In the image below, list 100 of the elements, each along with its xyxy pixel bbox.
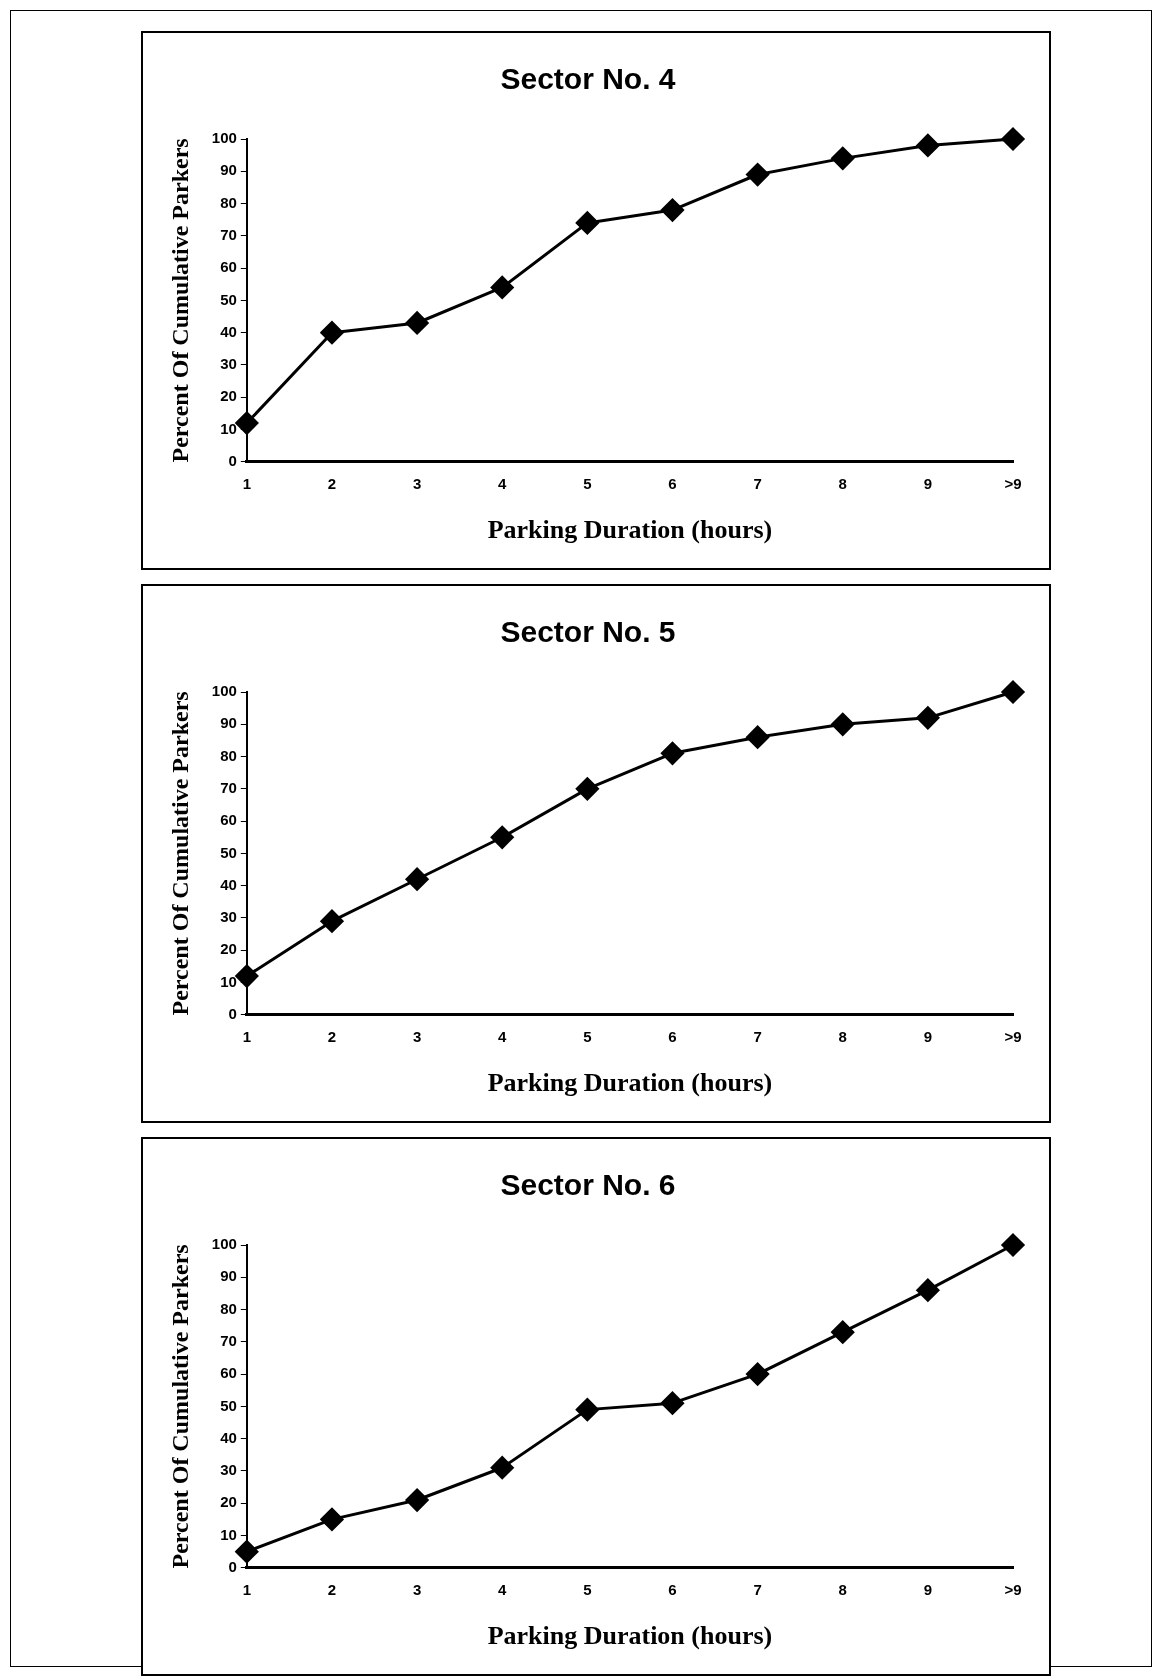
y-tick-label: 100 [211,129,237,147]
y-tick-label: 70 [220,225,237,243]
y-tick-label: 0 [228,1557,237,1575]
x-tick-label: 1 [242,1027,251,1045]
x-axis-title: Parking Duration (hours) [487,515,773,545]
y-tick-label: 100 [211,1235,237,1253]
y-tick-label: 50 [220,843,237,861]
point [660,198,684,222]
point [916,133,940,157]
point [831,1320,855,1344]
point [575,777,599,801]
x-tick-label: 4 [498,474,508,492]
x-tick-label: 8 [838,474,847,492]
point [235,411,259,435]
point [916,1278,940,1302]
x-tick-label: >9 [1004,1027,1022,1045]
point [831,146,855,170]
y-tick-label: 70 [220,778,237,796]
y-tick-label: 100 [211,682,237,700]
point [660,741,684,765]
point [1001,680,1025,704]
y-tick-label: 60 [220,258,237,276]
y-tick-label: 30 [220,1461,237,1479]
x-tick-label: 9 [923,1027,933,1045]
y-tick-label: 50 [220,1396,237,1414]
point [320,1507,344,1531]
x-tick-label: 7 [753,1027,762,1045]
x-tick-label: 1 [242,1580,251,1598]
y-tick-label: 30 [220,355,237,373]
x-tick-label: 8 [838,1580,847,1598]
point [490,275,514,299]
y-axis-title: Percent Of Cumulative Parkers [166,138,193,463]
chart-title: Sector No. 6 [500,1168,676,1202]
point [746,1362,770,1386]
x-tick-label: 8 [838,1027,847,1045]
x-tick-label: >9 [1004,1580,1022,1598]
x-tick-label: 3 [412,1580,422,1598]
y-tick-label: 20 [220,387,237,405]
y-tick-label: 80 [220,1299,237,1317]
x-tick-label: 9 [923,1580,933,1598]
point [405,1488,429,1512]
y-tick-label: 20 [220,1493,237,1511]
y-tick-label: 10 [220,972,237,990]
point [1001,127,1025,151]
x-tick-label: 9 [923,474,933,492]
y-tick-label: 10 [220,1525,237,1543]
x-tick-label: >9 [1004,474,1022,492]
y-tick-label: 90 [220,1267,237,1285]
y-tick-label: 80 [220,193,237,211]
point [1001,1233,1025,1257]
point [916,706,940,730]
point [235,964,259,988]
x-tick-label: 7 [753,1580,762,1598]
point [405,311,429,335]
point [320,321,344,345]
point [575,1398,599,1422]
x-tick-label: 3 [412,1027,422,1045]
y-tick-label: 50 [220,290,237,308]
chart-title: Sector No. 5 [500,615,676,649]
x-tick-label: 5 [583,474,592,492]
y-tick-label: 0 [228,1004,237,1022]
x-tick-label: 6 [668,474,677,492]
point [746,725,770,749]
y-tick-label: 40 [220,875,237,893]
y-tick-label: 60 [220,811,237,829]
y-axis-title: Percent Of Cumulative Parkers [166,1244,193,1569]
x-tick-label: 1 [242,474,251,492]
x-tick-label: 2 [327,1580,337,1598]
y-tick-label: 30 [220,908,237,926]
x-tick-label: 2 [327,474,337,492]
y-tick-label: 70 [220,1331,237,1349]
y-tick-label: 90 [220,161,237,179]
point [490,825,514,849]
y-tick-label: 20 [220,940,237,958]
y-tick-label: 80 [220,746,237,764]
x-tick-label: 7 [753,474,762,492]
y-tick-label: 90 [220,714,237,732]
y-tick-label: 0 [228,451,237,469]
y-tick-label: 40 [220,322,237,340]
point [320,909,344,933]
x-tick-label: 4 [498,1027,508,1045]
y-axis-title: Percent Of Cumulative Parkers [166,691,193,1016]
point [405,867,429,891]
point [746,163,770,187]
y-tick-label: 10 [220,419,237,437]
y-tick-label: 40 [220,1428,237,1446]
y-tick-label: 60 [220,1364,237,1382]
point [575,211,599,235]
point [235,1540,259,1564]
x-tick-label: 3 [412,474,422,492]
x-axis-title: Parking Duration (hours) [487,1068,773,1098]
point [831,712,855,736]
point [660,1391,684,1415]
x-tick-label: 5 [583,1580,592,1598]
x-tick-label: 4 [498,1580,508,1598]
chart-title: Sector No. 4 [500,62,676,96]
x-axis-title: Parking Duration (hours) [487,1621,773,1651]
x-tick-label: 2 [327,1027,337,1045]
x-tick-label: 6 [668,1580,677,1598]
x-tick-label: 6 [668,1027,677,1045]
